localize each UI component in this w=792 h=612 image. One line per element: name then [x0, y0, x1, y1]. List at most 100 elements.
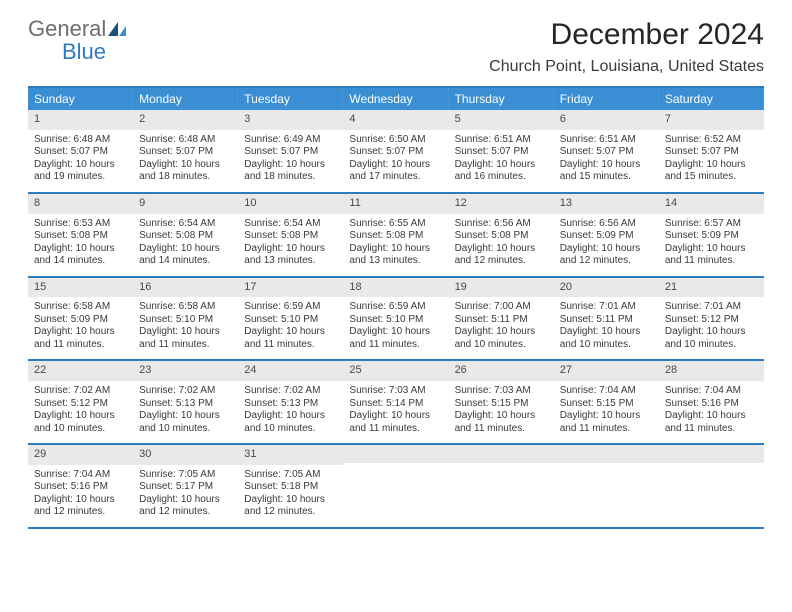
- sunrise-text: Sunrise: 6:52 AM: [665, 134, 758, 147]
- sunrise-text: Sunrise: 7:02 AM: [139, 385, 232, 398]
- day-number: 15: [28, 278, 133, 298]
- logo: General Blue: [28, 18, 126, 64]
- sunset-text: Sunset: 5:07 PM: [244, 146, 337, 159]
- day-number: 11: [343, 194, 448, 214]
- daylight-text: Daylight: 10 hours and 10 minutes.: [34, 410, 127, 435]
- day-body: Sunrise: 6:48 AMSunset: 5:07 PMDaylight:…: [28, 130, 133, 192]
- daylight-text: Daylight: 10 hours and 10 minutes.: [560, 326, 653, 351]
- day-number: [449, 445, 554, 463]
- day-body: [343, 463, 448, 523]
- sunrise-text: Sunrise: 6:49 AM: [244, 134, 337, 147]
- day-body: Sunrise: 6:55 AMSunset: 5:08 PMDaylight:…: [343, 214, 448, 276]
- daylight-text: Daylight: 10 hours and 13 minutes.: [244, 243, 337, 268]
- daylight-text: Daylight: 10 hours and 11 minutes.: [665, 243, 758, 268]
- daylight-text: Daylight: 10 hours and 17 minutes.: [349, 159, 442, 184]
- sunset-text: Sunset: 5:08 PM: [139, 230, 232, 243]
- day-body: Sunrise: 6:58 AMSunset: 5:09 PMDaylight:…: [28, 297, 133, 359]
- day-body: Sunrise: 6:54 AMSunset: 5:08 PMDaylight:…: [238, 214, 343, 276]
- day-cell: [659, 445, 764, 527]
- calendar: SundayMondayTuesdayWednesdayThursdayFrid…: [28, 86, 764, 529]
- day-body: Sunrise: 6:51 AMSunset: 5:07 PMDaylight:…: [554, 130, 659, 192]
- daylight-text: Daylight: 10 hours and 11 minutes.: [349, 326, 442, 351]
- logo-sail-icon: [108, 22, 126, 41]
- sunset-text: Sunset: 5:07 PM: [34, 146, 127, 159]
- sunset-text: Sunset: 5:16 PM: [665, 398, 758, 411]
- day-number: 24: [238, 361, 343, 381]
- weeks-container: 1Sunrise: 6:48 AMSunset: 5:07 PMDaylight…: [28, 110, 764, 529]
- daylight-text: Daylight: 10 hours and 10 minutes.: [455, 326, 548, 351]
- day-cell: 1Sunrise: 6:48 AMSunset: 5:07 PMDaylight…: [28, 110, 133, 192]
- sunset-text: Sunset: 5:10 PM: [139, 314, 232, 327]
- sunrise-text: Sunrise: 6:48 AM: [139, 134, 232, 147]
- sunrise-text: Sunrise: 6:59 AM: [244, 301, 337, 314]
- sunset-text: Sunset: 5:10 PM: [349, 314, 442, 327]
- day-body: Sunrise: 6:48 AMSunset: 5:07 PMDaylight:…: [133, 130, 238, 192]
- day-body: Sunrise: 7:05 AMSunset: 5:17 PMDaylight:…: [133, 465, 238, 527]
- daylight-text: Daylight: 10 hours and 11 minutes.: [455, 410, 548, 435]
- daylight-text: Daylight: 10 hours and 10 minutes.: [665, 326, 758, 351]
- week-row: 1Sunrise: 6:48 AMSunset: 5:07 PMDaylight…: [28, 110, 764, 194]
- sunset-text: Sunset: 5:15 PM: [455, 398, 548, 411]
- day-body: Sunrise: 6:56 AMSunset: 5:09 PMDaylight:…: [554, 214, 659, 276]
- day-body: Sunrise: 6:49 AMSunset: 5:07 PMDaylight:…: [238, 130, 343, 192]
- day-cell: 24Sunrise: 7:02 AMSunset: 5:13 PMDayligh…: [238, 361, 343, 443]
- day-number: 25: [343, 361, 448, 381]
- sunset-text: Sunset: 5:08 PM: [34, 230, 127, 243]
- week-row: 8Sunrise: 6:53 AMSunset: 5:08 PMDaylight…: [28, 194, 764, 278]
- daylight-text: Daylight: 10 hours and 18 minutes.: [139, 159, 232, 184]
- sunset-text: Sunset: 5:10 PM: [244, 314, 337, 327]
- sunrise-text: Sunrise: 6:54 AM: [244, 218, 337, 231]
- day-number: [554, 445, 659, 463]
- sunset-text: Sunset: 5:08 PM: [244, 230, 337, 243]
- daylight-text: Daylight: 10 hours and 11 minutes.: [349, 410, 442, 435]
- day-number: 21: [659, 278, 764, 298]
- day-body: Sunrise: 6:50 AMSunset: 5:07 PMDaylight:…: [343, 130, 448, 192]
- daylight-text: Daylight: 10 hours and 19 minutes.: [34, 159, 127, 184]
- day-cell: 23Sunrise: 7:02 AMSunset: 5:13 PMDayligh…: [133, 361, 238, 443]
- title-block: December 2024 Church Point, Louisiana, U…: [489, 18, 764, 76]
- sunrise-text: Sunrise: 7:02 AM: [34, 385, 127, 398]
- page-subtitle: Church Point, Louisiana, United States: [489, 58, 764, 76]
- day-number: 18: [343, 278, 448, 298]
- day-body: Sunrise: 7:02 AMSunset: 5:13 PMDaylight:…: [238, 381, 343, 443]
- day-number: 14: [659, 194, 764, 214]
- day-cell: 16Sunrise: 6:58 AMSunset: 5:10 PMDayligh…: [133, 278, 238, 360]
- day-cell: 22Sunrise: 7:02 AMSunset: 5:12 PMDayligh…: [28, 361, 133, 443]
- day-number: 5: [449, 110, 554, 130]
- day-number: 12: [449, 194, 554, 214]
- daylight-text: Daylight: 10 hours and 11 minutes.: [560, 410, 653, 435]
- dow-header-cell: Sunday: [28, 88, 133, 110]
- day-body: Sunrise: 7:03 AMSunset: 5:14 PMDaylight:…: [343, 381, 448, 443]
- sunset-text: Sunset: 5:13 PM: [244, 398, 337, 411]
- day-cell: 10Sunrise: 6:54 AMSunset: 5:08 PMDayligh…: [238, 194, 343, 276]
- daylight-text: Daylight: 10 hours and 13 minutes.: [349, 243, 442, 268]
- daylight-text: Daylight: 10 hours and 12 minutes.: [560, 243, 653, 268]
- sunset-text: Sunset: 5:07 PM: [560, 146, 653, 159]
- sunrise-text: Sunrise: 7:02 AM: [244, 385, 337, 398]
- daylight-text: Daylight: 10 hours and 16 minutes.: [455, 159, 548, 184]
- sunset-text: Sunset: 5:09 PM: [34, 314, 127, 327]
- day-cell: 30Sunrise: 7:05 AMSunset: 5:17 PMDayligh…: [133, 445, 238, 527]
- day-cell: 14Sunrise: 6:57 AMSunset: 5:09 PMDayligh…: [659, 194, 764, 276]
- day-body: Sunrise: 6:54 AMSunset: 5:08 PMDaylight:…: [133, 214, 238, 276]
- day-body: Sunrise: 7:04 AMSunset: 5:15 PMDaylight:…: [554, 381, 659, 443]
- day-number: 1: [28, 110, 133, 130]
- day-number: 6: [554, 110, 659, 130]
- day-number: 16: [133, 278, 238, 298]
- sunrise-text: Sunrise: 7:04 AM: [665, 385, 758, 398]
- page-title: December 2024: [489, 18, 764, 52]
- day-body: Sunrise: 7:02 AMSunset: 5:12 PMDaylight:…: [28, 381, 133, 443]
- daylight-text: Daylight: 10 hours and 15 minutes.: [560, 159, 653, 184]
- day-number: 13: [554, 194, 659, 214]
- day-number: 22: [28, 361, 133, 381]
- day-cell: 3Sunrise: 6:49 AMSunset: 5:07 PMDaylight…: [238, 110, 343, 192]
- sunset-text: Sunset: 5:12 PM: [34, 398, 127, 411]
- day-number: 2: [133, 110, 238, 130]
- dow-header-cell: Wednesday: [343, 88, 448, 110]
- day-number: 3: [238, 110, 343, 130]
- day-cell: 25Sunrise: 7:03 AMSunset: 5:14 PMDayligh…: [343, 361, 448, 443]
- sunrise-text: Sunrise: 6:53 AM: [34, 218, 127, 231]
- day-body: Sunrise: 6:58 AMSunset: 5:10 PMDaylight:…: [133, 297, 238, 359]
- day-cell: [554, 445, 659, 527]
- sunrise-text: Sunrise: 7:03 AM: [455, 385, 548, 398]
